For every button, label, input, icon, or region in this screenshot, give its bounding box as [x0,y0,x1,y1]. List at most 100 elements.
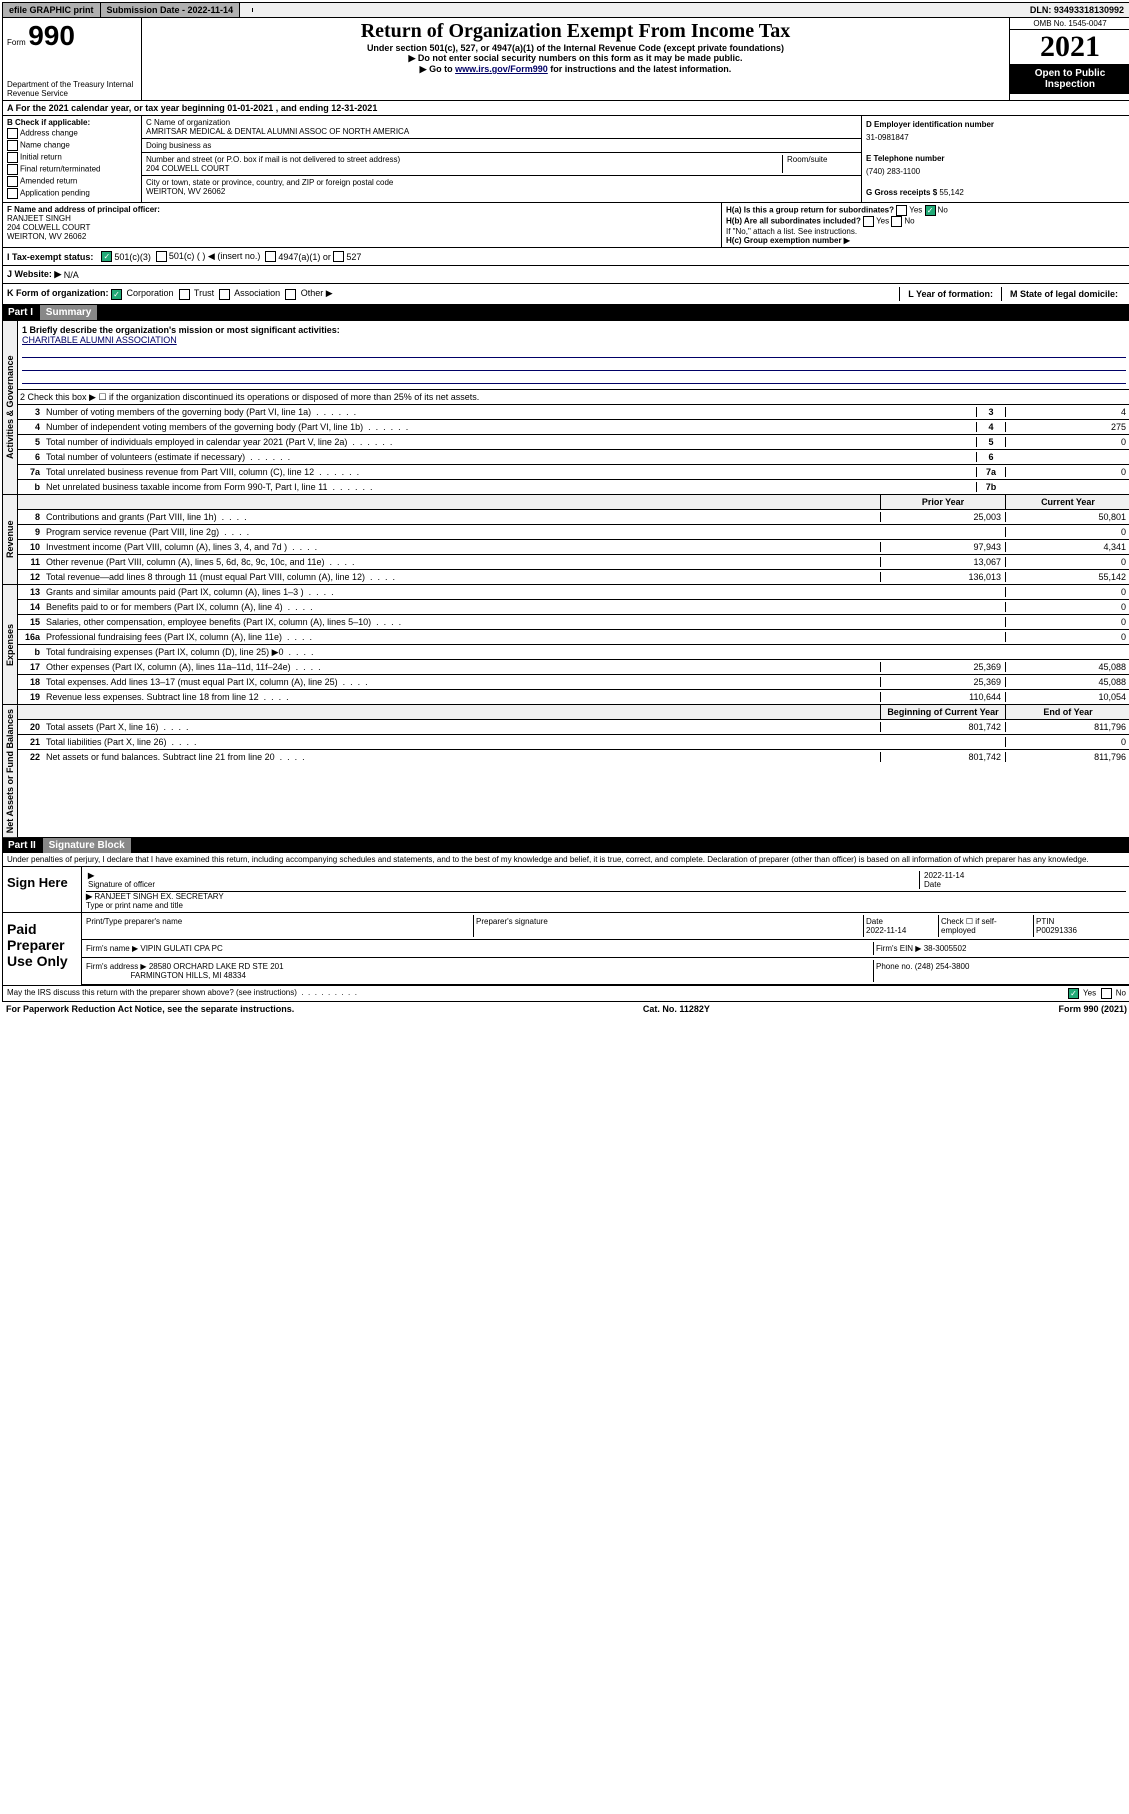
summary-row: 5Total number of individuals employed in… [18,435,1129,450]
form-footer: Form 990 (2021) [1058,1004,1127,1014]
gross-receipts: 55,142 [939,188,963,197]
sign-here-label: Sign Here [3,867,82,912]
summary-row: 3Number of voting members of the governi… [18,405,1129,420]
c-name-label: C Name of organization [146,118,857,127]
col-current-year: Current Year [1005,495,1129,509]
chk-application-pending[interactable]: Application pending [7,188,137,199]
m-state-domicile: M State of legal domicile: [1001,287,1126,301]
year-box: OMB No. 1545-0047 2021 Open to Public In… [1009,18,1129,100]
street-address: 204 COLWELL COURT [146,164,782,173]
ha-yes[interactable] [896,205,907,216]
summary-row: 4Number of independent voting members of… [18,420,1129,435]
submission-date-button[interactable]: Submission Date - 2022-11-14 [101,3,241,17]
part1-expenses: Expenses 13Grants and similar amounts pa… [2,585,1129,705]
f-column: F Name and address of principal officer:… [3,203,721,247]
ha-no[interactable]: ✓ [925,205,936,216]
chk-other[interactable] [285,289,296,300]
phone-value: (740) 283-1100 [866,165,1126,178]
l-year-formation: L Year of formation: [899,287,1001,301]
bcd-block: B Check if applicable: Address change Na… [2,116,1129,203]
footer: For Paperwork Reduction Act Notice, see … [2,1002,1129,1016]
hc-label: H(c) Group exemption number ▶ [726,236,850,245]
chk-initial-return[interactable]: Initial return [7,152,137,163]
irs-discuss-no[interactable] [1101,988,1112,999]
hb-no[interactable] [891,216,902,227]
self-employed-chk[interactable]: Check ☐ if self-employed [939,915,1034,937]
city-state-zip: WEIRTON, WV 26062 [146,187,857,196]
ein-value: 31-0981847 [866,131,1126,144]
d-column: D Employer identification number 31-0981… [862,116,1129,202]
officer-name: RANJEET SINGH [7,214,71,223]
part1-header: Part I Summary [2,305,1129,320]
cat-no: Cat. No. 11282Y [643,1004,710,1014]
officer-name-title: RANJEET SINGH EX. SECRETARY [94,892,223,901]
prep-date: 2022-11-14 [866,926,906,935]
summary-row: 6Total number of volunteers (estimate if… [18,450,1129,465]
efile-print-button[interactable]: efile GRAPHIC print [3,3,101,17]
open-public-badge: Open to Public Inspection [1010,64,1129,94]
summary-row: 21Total liabilities (Part X, line 26) . … [18,735,1129,750]
officer-city: WEIRTON, WV 26062 [7,232,86,241]
summary-row: 10Investment income (Part VIII, column (… [18,540,1129,555]
firm-phone: (248) 254-3800 [915,962,970,971]
chk-name-change[interactable]: Name change [7,140,137,151]
blank-segment [240,8,253,12]
part2-body: Under penalties of perjury, I declare th… [2,853,1129,1002]
irs-discuss-yes[interactable]: ✓ [1068,988,1079,999]
website-value: N/A [64,270,79,280]
chk-527[interactable] [333,251,344,262]
city-label: City or town, state or province, country… [146,178,857,187]
chk-4947a1[interactable] [265,251,276,262]
k-row: K Form of organization: ✓ Corporation Tr… [2,284,1129,305]
chk-501c3[interactable]: ✓ [101,251,112,262]
line-2: 2 Check this box ▶ ☐ if the organization… [18,390,1129,405]
g-receipts-label: G Gross receipts $ [866,188,937,197]
ptin-value: P00291336 [1036,926,1077,935]
part1-revenue: Revenue Prior Year Current Year 8Contrib… [2,495,1129,585]
sig-date-value: 2022-11-14 [924,871,964,880]
form-header: Form 990 Department of the Treasury Inte… [2,18,1129,101]
hb-yes[interactable] [863,216,874,227]
dln-label: DLN: 93493318130992 [1024,3,1129,17]
form-word: Form [7,38,26,47]
dept-treasury: Department of the Treasury Internal Reve… [7,80,137,98]
summary-row: 14Benefits paid to or for members (Part … [18,600,1129,615]
firm-address: 28580 ORCHARD LAKE RD STE 201 [149,962,284,971]
summary-row: 13Grants and similar amounts paid (Part … [18,585,1129,600]
firm-name: VIPIN GULATI CPA PC [140,944,222,953]
chk-trust[interactable] [179,289,190,300]
subtitle-2: ▶ Do not enter social security numbers o… [144,53,1007,64]
e-phone-label: E Telephone number [866,152,1126,165]
f-label: F Name and address of principal officer: [7,205,160,214]
paid-preparer-label: Paid Preparer Use Only [3,913,82,985]
irs-link[interactable]: www.irs.gov/Form990 [455,64,548,74]
chk-501c[interactable] [156,251,167,262]
title-box: Return of Organization Exempt From Incom… [142,18,1009,100]
j-row: J Website: ▶ N/A [2,266,1129,284]
summary-row: 18Total expenses. Add lines 13–17 (must … [18,675,1129,690]
mission-text[interactable]: CHARITABLE ALUMNI ASSOCIATION [22,335,177,345]
form-number-box: Form 990 Department of the Treasury Inte… [3,18,142,100]
summary-row: 17Other expenses (Part IX, column (A), l… [18,660,1129,675]
omb-number: OMB No. 1545-0047 [1010,18,1129,30]
officer-addr: 204 COLWELL COURT [7,223,90,232]
name-title-label: Type or print name and title [86,901,183,910]
summary-row: 16aProfessional fundraising fees (Part I… [18,630,1129,645]
chk-address-change[interactable]: Address change [7,128,137,139]
summary-row: 11Other revenue (Part VIII, column (A), … [18,555,1129,570]
summary-row: 8Contributions and grants (Part VIII, li… [18,510,1129,525]
sig-date-label: Date [924,880,941,889]
col-end-year: End of Year [1005,705,1129,719]
side-label-rev: Revenue [3,495,18,584]
chk-amended-return[interactable]: Amended return [7,176,137,187]
hb-note: If "No," attach a list. See instructions… [726,227,1126,236]
chk-final-return[interactable]: Final return/terminated [7,164,137,175]
side-label-exp: Expenses [3,585,18,704]
subtitle-1: Under section 501(c), 527, or 4947(a)(1)… [144,43,1007,53]
form-title: Return of Organization Exempt From Incom… [144,20,1007,43]
chk-association[interactable] [219,289,230,300]
col-begin-year: Beginning of Current Year [880,705,1005,719]
summary-row: bTotal fundraising expenses (Part IX, co… [18,645,1129,660]
irs-discuss-question: May the IRS discuss this return with the… [7,988,1068,999]
chk-corporation[interactable]: ✓ [111,289,122,300]
